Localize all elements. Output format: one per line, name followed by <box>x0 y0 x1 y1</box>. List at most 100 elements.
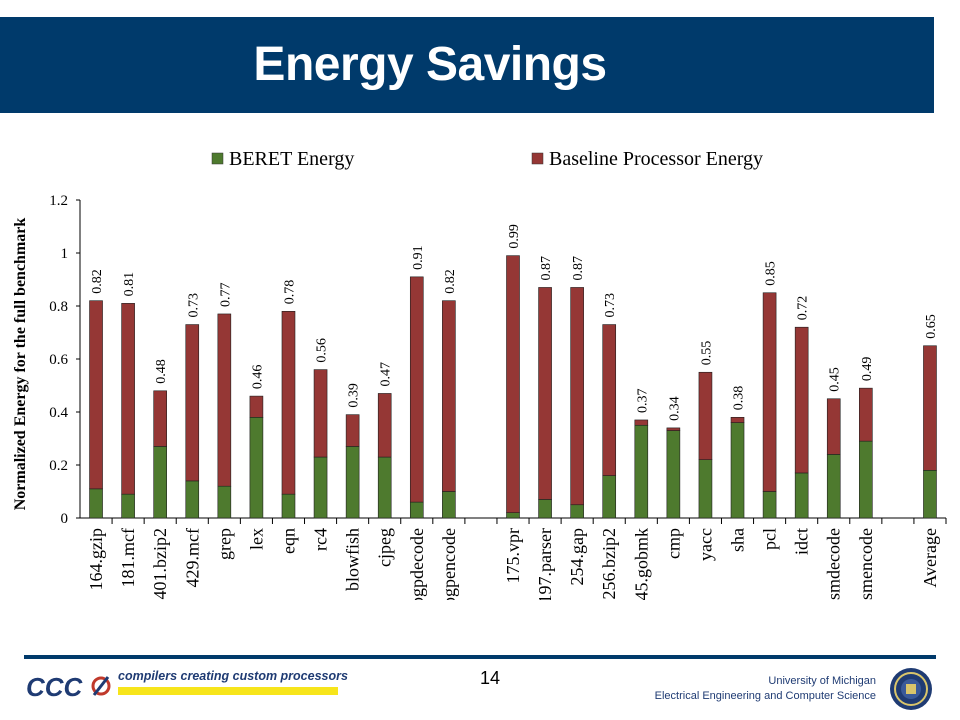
total-data-label: 0.73 <box>603 293 618 318</box>
total-data-label: 0.91 <box>411 245 426 270</box>
legend-label-baseline: Baseline Processor Energy <box>549 148 763 170</box>
total-data-label: 0.39 <box>347 383 362 408</box>
category-label: sha <box>728 528 748 552</box>
y-tick-label: 1 <box>61 246 69 262</box>
total-data-label: 0.38 <box>732 386 747 411</box>
category-label: 197.parser <box>535 528 555 600</box>
bar-beret <box>506 512 520 519</box>
bar-beret <box>826 454 841 519</box>
category-label: 401.bzip2 <box>150 528 170 600</box>
bar-beret <box>345 446 360 519</box>
category-label: blowfish <box>343 528 363 591</box>
total-data-label: 0.34 <box>667 396 682 421</box>
bar-baseline <box>409 276 424 503</box>
legend-swatch-beret <box>211 152 224 165</box>
bar-baseline <box>185 324 200 482</box>
bar-baseline <box>281 311 296 495</box>
bar-baseline <box>570 287 584 506</box>
logo-text: CCC <box>26 672 84 702</box>
bar-beret <box>121 493 135 519</box>
bar-beret <box>762 491 777 519</box>
tagline: compilers creating custom processors <box>118 669 348 683</box>
total-data-label: 0.78 <box>282 280 297 305</box>
total-data-label: 0.48 <box>154 359 169 384</box>
bar-baseline <box>762 292 777 492</box>
bar-beret <box>698 459 713 519</box>
bar-baseline <box>506 255 520 513</box>
bar-baseline <box>730 416 745 423</box>
category-label: eqn <box>278 528 298 554</box>
bar-baseline <box>538 287 552 500</box>
bar-beret <box>634 424 649 519</box>
bar-baseline <box>121 303 135 495</box>
bar-baseline <box>89 300 103 490</box>
category-label: idct <box>792 528 812 555</box>
bar-beret <box>89 488 103 519</box>
category-label: lex <box>246 528 266 550</box>
category-label: Average <box>920 528 940 588</box>
logo-sickle-icon <box>91 676 111 696</box>
bar-beret <box>281 493 296 519</box>
total-data-label: 0.65 <box>924 314 939 339</box>
bar-baseline <box>345 414 360 447</box>
bar-baseline <box>249 395 264 418</box>
category-label: 445.gobmk <box>631 528 651 600</box>
bar-baseline <box>923 345 937 471</box>
footer-divider <box>24 655 936 659</box>
total-data-label: 0.37 <box>635 388 650 413</box>
category-label: pgpdecode <box>407 528 427 600</box>
total-data-label: 0.47 <box>379 362 394 387</box>
bar-baseline <box>377 393 392 458</box>
total-data-label: 0.73 <box>186 293 201 318</box>
bar-beret <box>794 472 809 519</box>
bar-baseline <box>859 387 873 442</box>
university-seal-icon <box>890 668 932 710</box>
logo-hammer-icon <box>92 676 110 696</box>
bar-beret <box>249 416 264 519</box>
bar-beret <box>409 501 424 519</box>
department-name: Electrical Engineering and Computer Scie… <box>654 690 876 702</box>
bar-beret <box>666 430 681 519</box>
page-number: 14 <box>479 668 501 688</box>
tagline-highlight <box>118 687 338 695</box>
bar-baseline <box>602 324 617 476</box>
bar-beret <box>859 440 873 519</box>
category-label: yacc <box>695 528 715 561</box>
bar-baseline <box>794 326 809 474</box>
category-label: cmp <box>663 528 683 559</box>
bar-beret <box>570 504 584 519</box>
y-tick-label: 0.6 <box>49 352 68 368</box>
university-credit: University of Michigan Electrical Engine… <box>655 674 876 704</box>
total-data-label: 0.81 <box>122 272 137 297</box>
total-data-label: 0.99 <box>507 224 522 249</box>
category-label: 254.gap <box>567 528 587 586</box>
ccc-logo: CCC <box>26 672 111 702</box>
legend-swatch-baseline <box>531 152 544 165</box>
category-label: pcl <box>760 528 780 550</box>
bar-beret <box>442 491 456 519</box>
bar-beret <box>217 485 232 519</box>
title-bar <box>0 17 934 113</box>
total-data-label: 0.55 <box>699 341 714 366</box>
y-axis-title: Normalized Energy for the full benchmark <box>12 218 29 511</box>
university-name: University of Michigan <box>768 675 876 687</box>
bar-beret <box>377 456 392 519</box>
bar-baseline <box>442 300 456 492</box>
category-label: gsmdecode <box>824 528 844 600</box>
total-data-label: 0.82 <box>443 269 458 294</box>
y-tick-label: 0.8 <box>49 299 68 315</box>
bar-baseline <box>153 390 167 447</box>
bar-baseline <box>313 369 328 458</box>
category-label: gsmencode <box>856 528 876 600</box>
total-data-label: 0.87 <box>571 256 586 281</box>
bar-beret <box>153 446 167 519</box>
bar-beret <box>602 475 617 519</box>
bar-baseline <box>634 419 649 426</box>
total-data-label: 0.45 <box>828 367 843 392</box>
y-tick-label: 0 <box>61 511 69 527</box>
category-label: 256.bzip2 <box>599 528 619 600</box>
category-label: 429.mcf <box>182 528 202 587</box>
bar-baseline <box>217 313 232 487</box>
total-data-label: 0.77 <box>218 282 233 307</box>
